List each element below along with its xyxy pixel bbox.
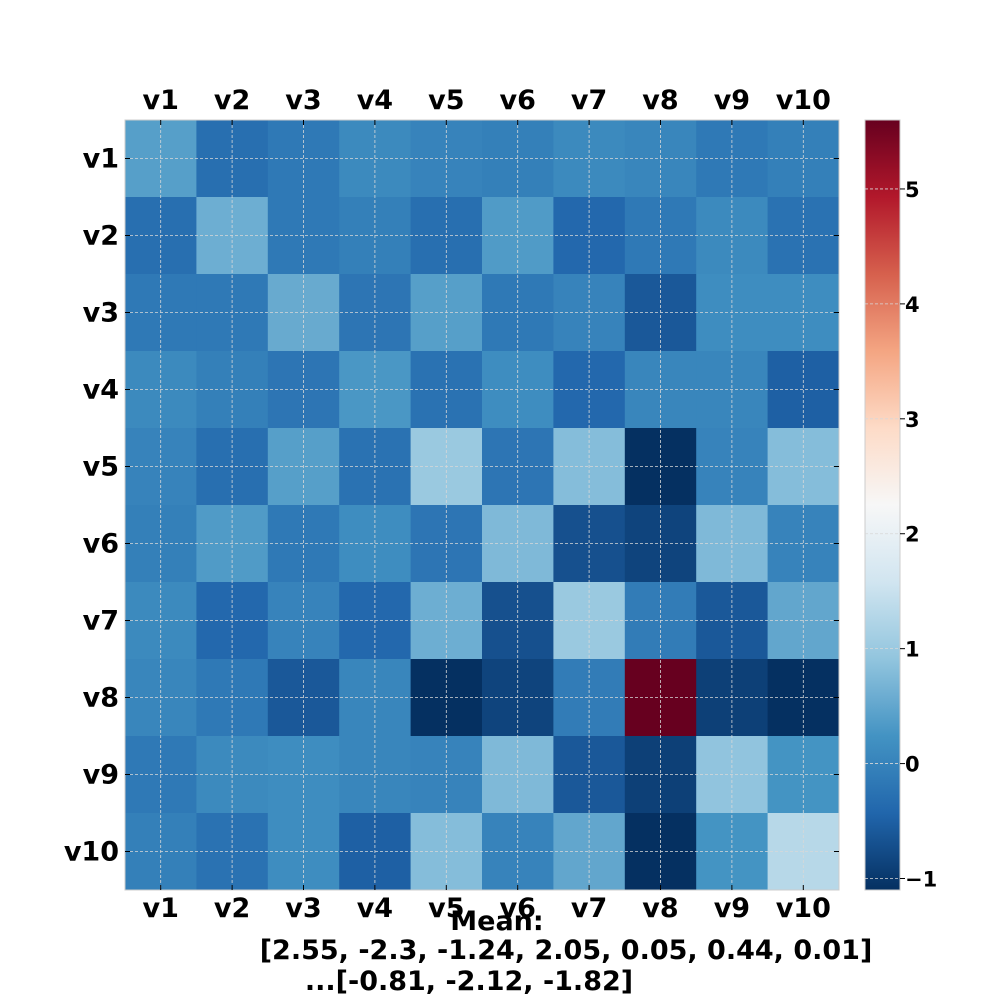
colorbar-tick-label: 1 [905,638,920,662]
row-label: v9 [83,760,119,791]
column-label-bottom: v8 [642,893,678,924]
column-label-bottom: v5 [428,893,464,924]
row-label: v4 [83,375,119,406]
column-label-bottom: v10 [776,893,831,924]
row-label: v2 [83,221,119,252]
column-label-top: v3 [285,85,321,116]
column-label-top: v2 [214,85,250,116]
row-label: v3 [83,298,119,329]
column-label-bottom: v6 [500,893,536,924]
column-label-top: v6 [500,85,536,116]
column-label-bottom: v4 [357,893,393,924]
colorbar-tick-label: 4 [905,293,920,317]
column-label-bottom: v3 [285,893,321,924]
column-labels-top: v1 v2 v3 v4 v5 v6 v7 v8 v9 v10 [143,85,831,116]
colorbar-tick-label: −1 [905,868,937,892]
column-label-top: v8 [642,85,678,116]
column-labels-bottom: v1 v2 v3 v4 v5 v6 v7 v8 v9 v10 [143,893,831,924]
caption-line: ...[-0.81, -2.12, -1.82] [305,966,633,997]
row-label: v10 [64,837,119,868]
colorbar-tick-label: 2 [905,523,920,547]
column-label-top: v1 [143,85,179,116]
mean-caption: Mean:[2.55, -2.3, -1.24, 2.05, 0.05, 0.4… [260,906,873,997]
column-label-bottom: v2 [214,893,250,924]
column-label-top: v9 [714,85,750,116]
caption-line: Mean: [450,906,543,937]
colorbar-tick-label: 3 [905,408,920,432]
column-label-top: v10 [776,85,831,116]
colorbar: −1 0 1 2 3 4 5 [864,119,937,892]
column-label-bottom: v7 [571,893,607,924]
colorbar-gradient [864,119,901,891]
row-label: v8 [83,683,119,714]
caption-line: [2.55, -2.3, -1.24, 2.05, 0.05, 0.44, 0.… [260,935,873,966]
colorbar-tick-label: 0 [905,753,920,777]
column-label-bottom: v9 [714,893,750,924]
column-label-top: v7 [571,85,607,116]
heatmap-grid [125,120,839,890]
column-label-top: v5 [428,85,464,116]
row-label: v6 [83,529,119,560]
column-label-bottom: v1 [143,893,179,924]
row-label: v1 [83,144,119,175]
colorbar-tick-label: 5 [905,178,920,202]
row-label: v5 [83,452,119,483]
heatmap-frame [124,119,840,891]
axis-ticks [125,120,839,890]
column-label-top: v4 [357,85,393,116]
row-label: v7 [83,606,119,637]
row-labels: v1 v2 v3 v4 v5 v6 v7 v8 v9 v10 [64,144,119,868]
